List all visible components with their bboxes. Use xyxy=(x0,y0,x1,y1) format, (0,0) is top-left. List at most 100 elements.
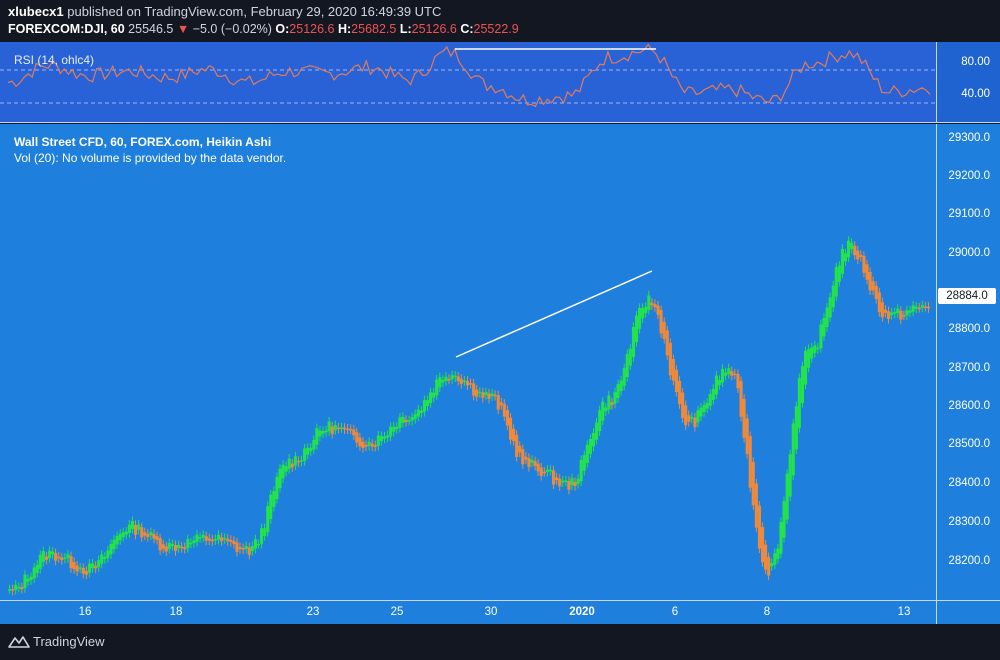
rsi-label[interactable]: RSI (14, ohlc4) xyxy=(14,53,95,67)
candle-up xyxy=(816,347,820,350)
candle-down xyxy=(757,505,761,549)
candle-up xyxy=(195,534,199,542)
candle-down xyxy=(496,395,500,410)
candle-up xyxy=(186,539,190,549)
candle-down xyxy=(343,427,347,430)
candle-up xyxy=(223,538,227,540)
candle-up xyxy=(807,349,811,368)
price-tick: 29200.0 xyxy=(948,170,990,182)
candle-up xyxy=(847,240,851,258)
candle-up xyxy=(453,375,457,378)
candle-up xyxy=(441,379,445,383)
candle-up xyxy=(450,375,454,380)
candle-up xyxy=(306,447,310,455)
high-value: 25682.5 xyxy=(351,22,397,36)
low-value: 25126.6 xyxy=(411,22,457,36)
candle-down xyxy=(204,536,208,541)
chart-header: xlubecx1 published on TradingView.com, F… xyxy=(0,0,1000,40)
change-down-icon: ▼ xyxy=(176,22,190,36)
candle-down xyxy=(84,570,88,575)
candle-down xyxy=(926,306,930,309)
candle-up xyxy=(822,317,826,337)
candle-down xyxy=(143,532,147,536)
candle-down xyxy=(174,545,178,552)
candle-down xyxy=(146,533,150,537)
candle-down xyxy=(656,305,660,315)
candle-up xyxy=(641,307,645,319)
main-chart-pane[interactable]: Wall Street CFD, 60, FOREX.com, Heikin A… xyxy=(0,124,936,600)
candle-down xyxy=(296,460,300,463)
rsi-tick-40: 40.00 xyxy=(961,88,990,100)
rsi-series-line xyxy=(7,43,931,108)
candle-up xyxy=(616,384,620,398)
close-label: C: xyxy=(460,22,474,36)
candle-down xyxy=(373,445,377,447)
candle-down xyxy=(358,437,362,447)
price-trendline xyxy=(455,270,653,358)
candle-up xyxy=(87,563,91,573)
candle-up xyxy=(717,380,721,385)
candle-down xyxy=(44,556,48,560)
price-tick: 28200.0 xyxy=(948,555,990,567)
candle-down xyxy=(515,434,519,457)
candle-down xyxy=(693,417,697,427)
candle-down xyxy=(742,398,746,438)
candle-up xyxy=(690,416,694,419)
candle-down xyxy=(754,483,758,528)
rsi-plot[interactable] xyxy=(0,42,936,123)
candle-up xyxy=(432,392,436,398)
candle-down xyxy=(871,281,875,291)
candle-up xyxy=(920,305,924,308)
price-plot[interactable] xyxy=(0,124,936,600)
candle-down xyxy=(521,449,525,465)
time-tick: 16 xyxy=(78,606,92,618)
candle-down xyxy=(459,378,463,384)
candle-up xyxy=(91,563,95,569)
candle-down xyxy=(346,428,350,431)
candle-down xyxy=(183,547,187,549)
candle-up xyxy=(591,432,595,447)
candle-down xyxy=(733,373,737,375)
main-chart-title[interactable]: Wall Street CFD, 60, FOREX.com, Heikin A… xyxy=(14,135,272,149)
tradingview-brand[interactable]: TradingView xyxy=(33,634,105,649)
candle-up xyxy=(327,421,331,432)
candle-up xyxy=(435,379,439,396)
symbol-name[interactable]: FOREXCOM:DJI, 60 xyxy=(8,22,125,36)
candle-up xyxy=(244,546,248,549)
time-axis[interactable]: 16 18 23 25 30 2020 6 8 13 xyxy=(0,600,936,624)
candle-down xyxy=(475,389,479,397)
rsi-axis[interactable]: 80.00 40.00 xyxy=(936,42,1000,123)
candle-up xyxy=(478,391,482,394)
tradingview-logo-icon[interactable] xyxy=(8,635,30,649)
candle-down xyxy=(355,432,359,443)
time-tick: 23 xyxy=(306,606,320,618)
candle-up xyxy=(724,372,728,376)
price-tick: 29000.0 xyxy=(948,247,990,259)
rsi-pane[interactable]: RSI (14, ohlc4) xyxy=(0,42,936,123)
candle-down xyxy=(60,557,64,560)
candle-up xyxy=(794,406,798,450)
candle-up xyxy=(124,531,128,535)
candle-up xyxy=(702,405,706,412)
footer: TradingView xyxy=(0,624,1000,660)
candle-down xyxy=(739,381,743,417)
username[interactable]: xlubecx1 xyxy=(8,4,64,19)
candle-down xyxy=(862,255,866,273)
price-axis[interactable]: 29300.0 29200.0 29100.0 29000.0 28800.0 … xyxy=(936,124,1000,600)
candle-up xyxy=(250,546,254,552)
candle-up xyxy=(843,253,847,262)
candle-down xyxy=(917,307,921,310)
candle-up xyxy=(770,563,774,567)
candle-up xyxy=(103,556,107,560)
candle-up xyxy=(395,426,399,430)
candle-up xyxy=(484,392,488,396)
candle-down xyxy=(481,392,485,398)
candle-up xyxy=(177,545,181,549)
candle-up xyxy=(269,494,273,520)
candle-up xyxy=(115,536,119,545)
candle-down xyxy=(745,418,749,454)
candle-down xyxy=(856,250,860,260)
candle-down xyxy=(456,376,460,382)
candle-down xyxy=(509,417,513,440)
candle-up xyxy=(416,409,420,417)
